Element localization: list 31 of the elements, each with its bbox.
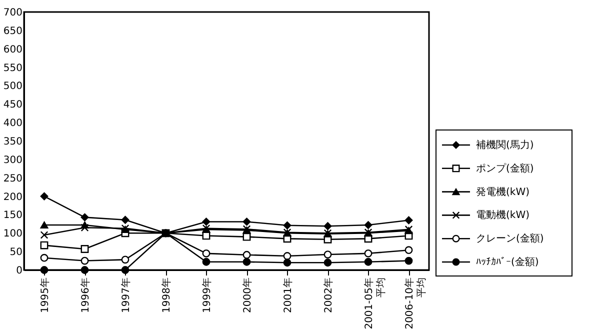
legend-label: 補機関(馬力) (476, 139, 534, 151)
x-tick-label: 2002年 (322, 278, 334, 313)
y-tick-label: 650 (3, 26, 22, 37)
x-tick-label: 2001-05年平均 (362, 278, 387, 330)
y-tick-label: 300 (3, 154, 22, 166)
x-tick-label: 1999年 (200, 278, 213, 313)
y-tick-label: 700 (3, 8, 22, 18)
y-tick-label: 150 (3, 210, 22, 222)
y-tick-label: 0 (16, 266, 22, 276)
legend-label: クレーン(金額) (476, 232, 544, 245)
x-tick-label: 2006-10年平均 (403, 278, 428, 330)
y-tick-label: 500 (3, 81, 22, 92)
y-tick-label: 100 (3, 228, 22, 240)
x-tick-label: 2000年 (241, 278, 254, 313)
x-tick-label: 1997年 (120, 278, 132, 313)
legend-label: 発電機(kW) (476, 186, 530, 198)
y-tick-label: 400 (3, 118, 22, 130)
y-tick-label: 550 (3, 62, 22, 74)
x-tick-label: 1998年 (160, 278, 172, 313)
y-tick-label: 600 (3, 44, 22, 56)
x-tick-label: 2001年 (282, 278, 294, 313)
y-tick-label: 50 (10, 247, 22, 258)
y-tick-label: 200 (3, 192, 22, 203)
y-tick-label: 450 (3, 100, 22, 111)
legend-label: ﾊｯﾁｶﾊﾞｰ(金額) (476, 256, 539, 268)
x-tick-label: 1996年 (79, 278, 92, 313)
x-tick-label: 1995年 (38, 278, 51, 313)
y-tick-label: 350 (3, 136, 22, 148)
y-tick-label: 250 (3, 173, 22, 184)
legend-label: ポンプ(金額) (476, 162, 534, 174)
legend-label: 電動機(kW) (476, 209, 530, 222)
